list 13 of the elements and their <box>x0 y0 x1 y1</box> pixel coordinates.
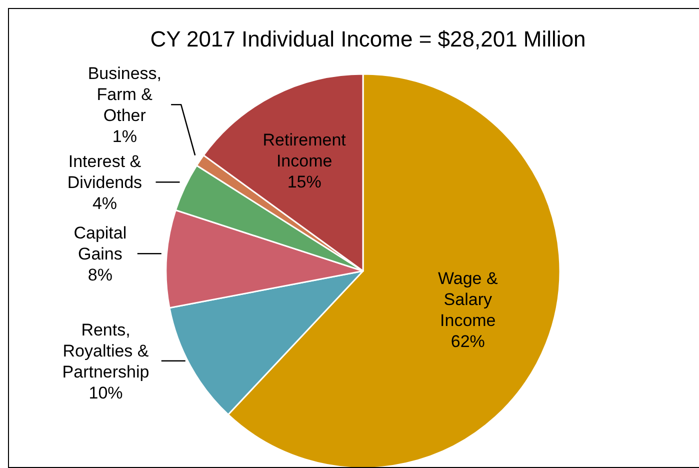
slice-label: Rents, Royalties & Partnership <box>62 320 150 381</box>
slice-label: Business, Farm & Other <box>88 64 162 125</box>
slice-label: Capital Gains <box>74 223 127 264</box>
data-label: 10% <box>88 382 123 402</box>
chart-title: CY 2017 Individual Income = $28,201 Million <box>150 26 586 52</box>
data-label: 4% <box>92 194 118 213</box>
slice-label: Wage & Salary Income <box>438 268 498 330</box>
data-label: 1% <box>112 126 137 146</box>
slice-label: Interest & Dividends <box>67 152 142 192</box>
data-label: 15% <box>287 172 322 192</box>
data-label: 62% <box>450 332 485 351</box>
slice-label: Retirement Income <box>262 130 346 170</box>
data-label: 8% <box>88 265 112 284</box>
